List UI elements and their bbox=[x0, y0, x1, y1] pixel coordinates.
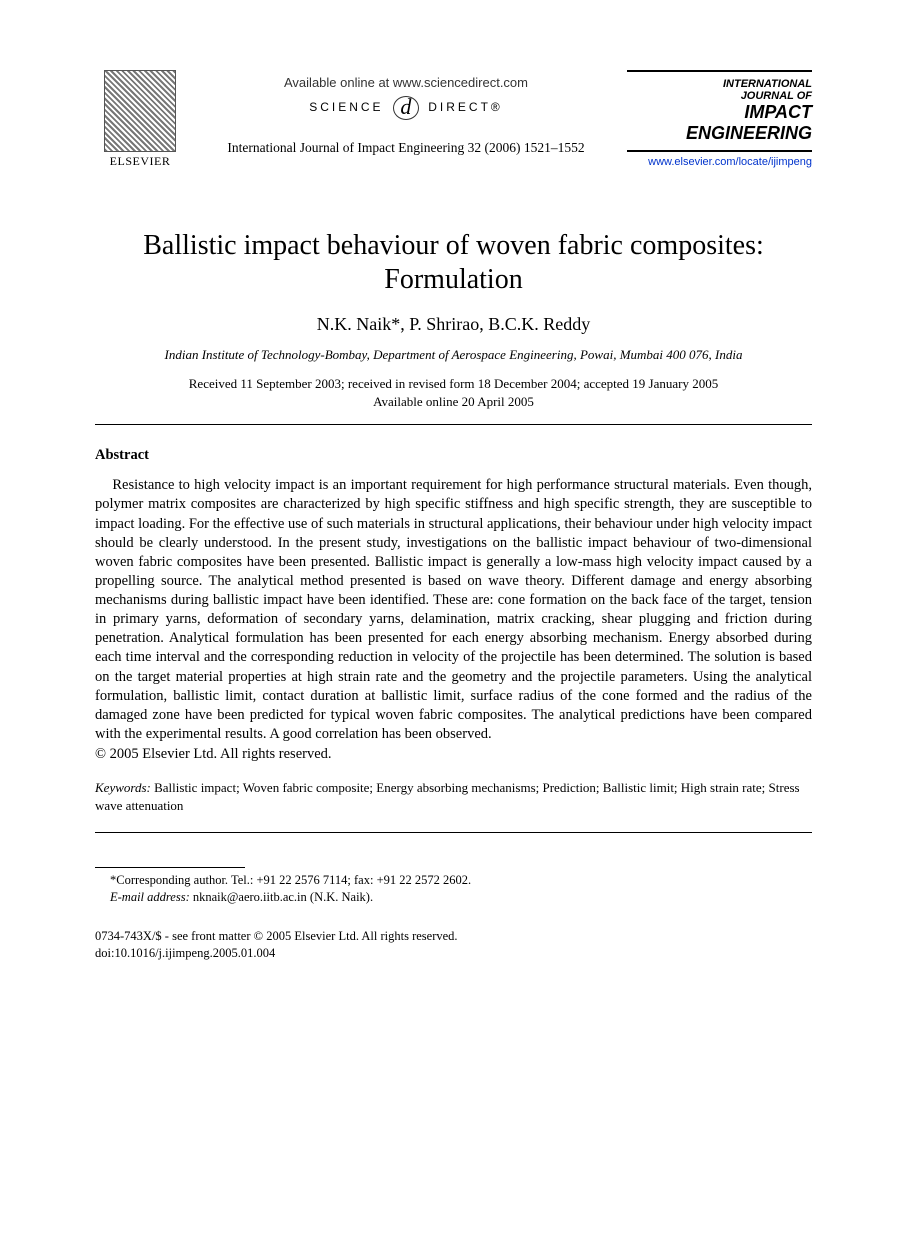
email-value[interactable]: nknaik@aero.iitb.ac.in (N.K. Naik). bbox=[190, 890, 373, 904]
top-rule bbox=[95, 424, 812, 425]
footnote-rule bbox=[95, 867, 245, 868]
journal-box-rule bbox=[627, 150, 812, 152]
publisher-label: ELSEVIER bbox=[110, 154, 171, 169]
title-line-2: Formulation bbox=[384, 264, 522, 295]
email-line: E-mail address: nknaik@aero.iitb.ac.in (… bbox=[95, 889, 812, 906]
available-online-text: Available online at www.sciencedirect.co… bbox=[185, 75, 627, 90]
footer-block: 0734-743X/$ - see front matter © 2005 El… bbox=[95, 928, 812, 962]
keywords-block: Keywords: Ballistic impact; Woven fabric… bbox=[95, 779, 812, 814]
keywords-text: Ballistic impact; Woven fabric composite… bbox=[95, 780, 800, 813]
email-label: E-mail address: bbox=[110, 890, 190, 904]
mid-rule bbox=[95, 832, 812, 833]
sd-right: DIRECT® bbox=[428, 100, 503, 114]
dates-online: Available online 20 April 2005 bbox=[373, 394, 534, 409]
citation-line: International Journal of Impact Engineer… bbox=[185, 140, 627, 156]
front-matter-line: 0734-743X/$ - see front matter © 2005 El… bbox=[95, 928, 812, 945]
journal-line-2: JOURNAL OF bbox=[627, 90, 812, 102]
abstract-body: Resistance to high velocity impact is an… bbox=[95, 476, 812, 744]
authors-line: N.K. Naik*, P. Shrirao, B.C.K. Reddy bbox=[95, 314, 812, 335]
header-row: ELSEVIER Available online at www.science… bbox=[95, 70, 812, 169]
journal-title-box: INTERNATIONAL JOURNAL OF IMPACT ENGINEER… bbox=[627, 70, 812, 152]
abstract-copyright: © 2005 Elsevier Ltd. All rights reserved… bbox=[95, 746, 812, 763]
footnote-block: *Corresponding author. Tel.: +91 22 2576… bbox=[95, 872, 812, 906]
affiliation-line: Indian Institute of Technology-Bombay, D… bbox=[95, 347, 812, 363]
journal-line-4: ENGINEERING bbox=[627, 123, 812, 144]
header-center: Available online at www.sciencedirect.co… bbox=[185, 70, 627, 156]
sciencedirect-logo: SCIENCE d DIRECT® bbox=[185, 96, 627, 120]
journal-line-3: IMPACT bbox=[627, 102, 812, 123]
article-title: Ballistic impact behaviour of woven fabr… bbox=[95, 229, 812, 296]
sd-d-icon: d bbox=[393, 96, 419, 120]
dates-received: Received 11 September 2003; received in … bbox=[189, 376, 718, 391]
corresponding-author: *Corresponding author. Tel.: +91 22 2576… bbox=[95, 872, 812, 889]
abstract-heading: Abstract bbox=[95, 447, 812, 464]
journal-url-link[interactable]: www.elsevier.com/locate/ijimpeng bbox=[627, 156, 812, 168]
journal-box-wrapper: INTERNATIONAL JOURNAL OF IMPACT ENGINEER… bbox=[627, 70, 812, 168]
elsevier-tree-icon bbox=[104, 70, 176, 152]
sd-left: SCIENCE bbox=[309, 100, 383, 114]
keywords-label: Keywords: bbox=[95, 780, 151, 795]
paper-page: ELSEVIER Available online at www.science… bbox=[0, 0, 907, 1012]
publisher-block: ELSEVIER bbox=[95, 70, 185, 169]
title-line-1: Ballistic impact behaviour of woven fabr… bbox=[143, 230, 764, 261]
dates-block: Received 11 September 2003; received in … bbox=[95, 375, 812, 410]
doi-line: doi:10.1016/j.ijimpeng.2005.01.004 bbox=[95, 945, 812, 962]
journal-line-1: INTERNATIONAL bbox=[627, 78, 812, 90]
